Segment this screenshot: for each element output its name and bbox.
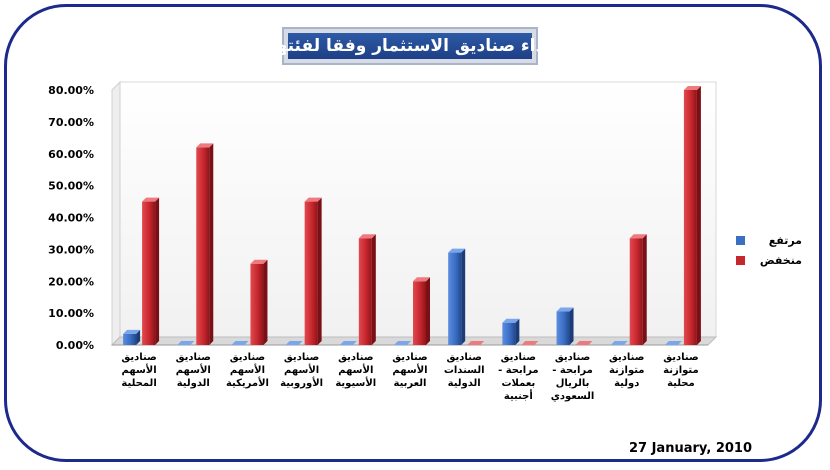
legend-swatch-rise bbox=[736, 235, 745, 245]
x-tick-label: صناديق الأسهم العربية bbox=[392, 352, 427, 389]
x-tick-label: صناديق الأسهم المحلية bbox=[121, 352, 156, 389]
x-tick-label: صناديق الأسهم الأوروبية bbox=[280, 352, 323, 389]
chart-title: اداء صناديق الاستثمار وفقا لفئتها bbox=[270, 33, 550, 59]
bar-rise bbox=[610, 341, 628, 345]
legend-label-fall: منخفض bbox=[759, 253, 802, 267]
x-tick-label: صناديق متوازنة محلية bbox=[663, 352, 699, 389]
bar-rise bbox=[448, 248, 466, 345]
x-tick-label: صناديق متوازنة دولية bbox=[609, 352, 645, 389]
bar-fall bbox=[413, 277, 430, 345]
legend: مرتفع منخفض bbox=[736, 230, 802, 270]
bar-fall bbox=[575, 341, 593, 345]
legend-item-rise: مرتفع bbox=[736, 230, 802, 250]
x-tick-label: صناديق الأسهم الدولية bbox=[176, 352, 211, 389]
bar-rise bbox=[177, 341, 195, 345]
legend-label-rise: مرتفع bbox=[768, 233, 802, 247]
chart-date: 27 January, 2010 bbox=[628, 441, 752, 456]
x-tick-label: صناديق الأسهم الأسيوية bbox=[335, 352, 376, 389]
bar-rise bbox=[285, 341, 303, 345]
y-tick-label: 10.00% bbox=[48, 307, 94, 320]
bar-fall bbox=[304, 197, 322, 345]
bar-fall bbox=[521, 341, 539, 345]
x-tick-label: صناديق مرابحة -بالريال السعودي bbox=[551, 352, 595, 402]
bar-rise bbox=[394, 341, 411, 345]
bar-fall bbox=[142, 197, 160, 345]
bar-fall bbox=[629, 234, 647, 345]
bar-fall bbox=[467, 341, 485, 345]
bar-rise bbox=[502, 318, 520, 345]
y-tick-label: 80.00% bbox=[48, 84, 94, 97]
y-tick-label: 30.00% bbox=[48, 243, 94, 256]
y-tick-label: 60.00% bbox=[48, 148, 94, 161]
y-tick-label: 40.00% bbox=[48, 212, 94, 225]
bar-rise bbox=[556, 307, 574, 345]
x-tick-label: صناديق السندات الدولية bbox=[444, 352, 485, 389]
chart-title-box: اداء صناديق الاستثمار وفقا لفئتها bbox=[270, 27, 550, 65]
plot-side-wall bbox=[111, 80, 121, 347]
bar-rise bbox=[231, 341, 249, 345]
x-tick-label: صناديق مرابحة -بعملات أجنبية bbox=[498, 352, 539, 402]
y-tick-label: 20.00% bbox=[48, 275, 94, 288]
bar-rise bbox=[123, 329, 141, 345]
legend-swatch-fall bbox=[736, 255, 745, 265]
legend-item-fall: منخفض bbox=[736, 250, 802, 270]
y-tick-label: 70.00% bbox=[48, 116, 94, 129]
bar-fall bbox=[250, 259, 268, 345]
y-tick-label: 50.00% bbox=[48, 180, 94, 193]
bar-fall bbox=[683, 86, 701, 345]
bar-fall bbox=[196, 143, 214, 345]
x-tick-label: صناديق الأسهم الأمريكية bbox=[226, 352, 269, 389]
bar-rise bbox=[339, 341, 357, 345]
bar-rise bbox=[664, 341, 682, 345]
bar-fall bbox=[358, 234, 376, 345]
y-tick-label: 0.00% bbox=[56, 339, 94, 352]
